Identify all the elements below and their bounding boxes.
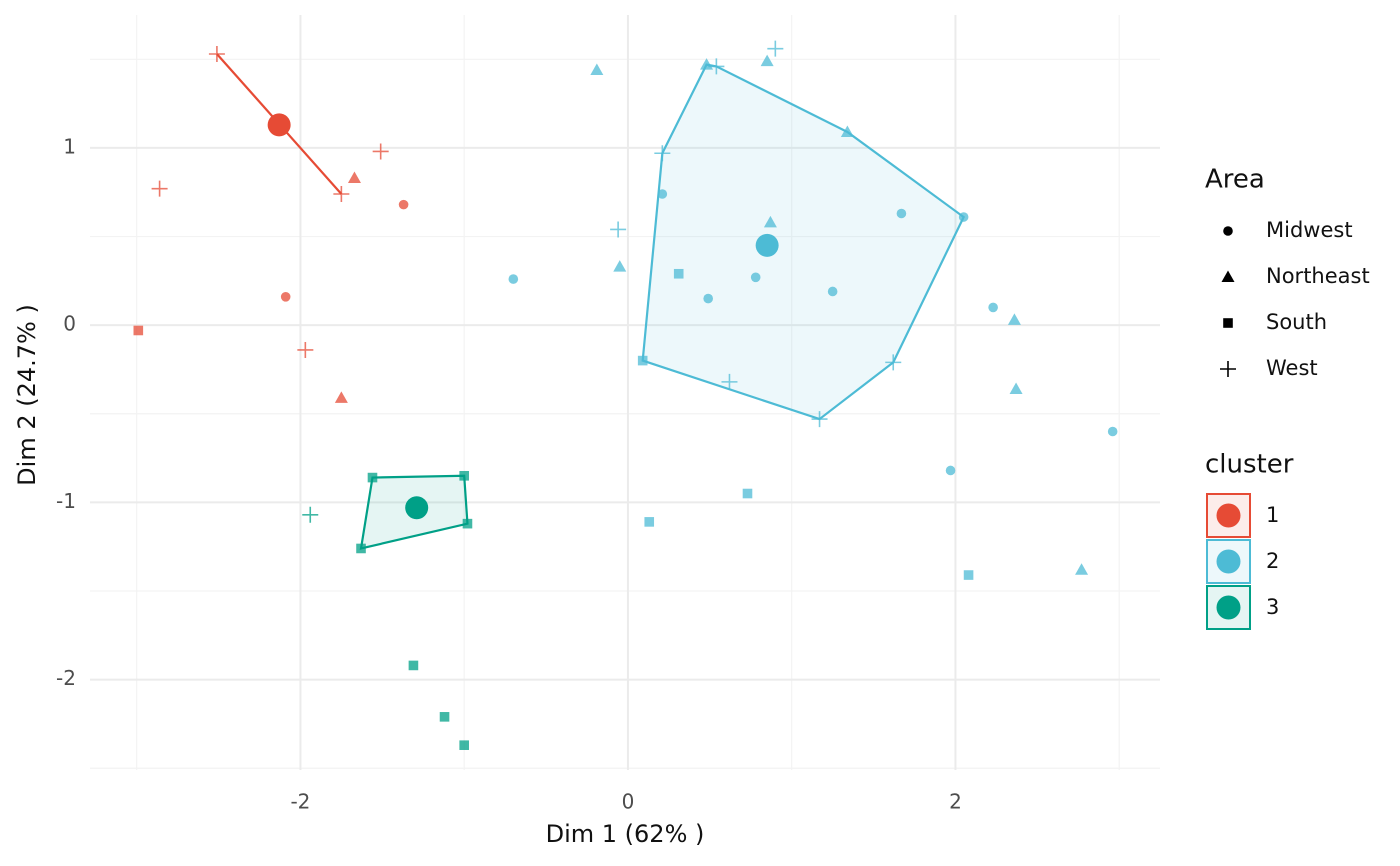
point xyxy=(760,54,774,67)
point xyxy=(742,488,753,499)
legend-label: South xyxy=(1266,310,1327,334)
legend-shape xyxy=(1221,270,1235,282)
point xyxy=(367,472,378,483)
point xyxy=(637,355,648,366)
point xyxy=(208,45,225,62)
legend-key xyxy=(1206,539,1251,584)
point xyxy=(297,341,314,358)
y-tick-label: 0 xyxy=(63,312,76,336)
point xyxy=(302,506,319,523)
point xyxy=(958,212,969,222)
point xyxy=(896,208,907,219)
legend-shape xyxy=(1220,361,1236,377)
point xyxy=(885,354,902,371)
cluster-centroid xyxy=(267,113,291,137)
point xyxy=(763,215,777,228)
point xyxy=(347,171,361,184)
point xyxy=(963,570,974,580)
point xyxy=(333,186,350,203)
point xyxy=(1075,563,1089,575)
x-axis-title: Dim 1 (62% ) xyxy=(546,820,705,848)
cluster-hull xyxy=(641,63,966,421)
point xyxy=(721,373,738,390)
point xyxy=(408,660,419,671)
legend-label: Midwest xyxy=(1266,218,1353,242)
legend-dot xyxy=(1216,503,1241,528)
point xyxy=(1007,313,1021,325)
legend-label: 2 xyxy=(1266,549,1279,573)
legend-label: Northeast xyxy=(1266,264,1370,288)
point xyxy=(657,189,668,199)
point xyxy=(1009,382,1023,394)
point xyxy=(398,199,409,210)
point xyxy=(811,411,828,428)
point xyxy=(356,543,366,554)
point xyxy=(827,286,838,297)
point xyxy=(459,470,469,481)
legend-label: 3 xyxy=(1266,595,1279,619)
point xyxy=(673,268,684,279)
point xyxy=(988,302,998,313)
point xyxy=(945,465,956,476)
legend-label: 1 xyxy=(1266,503,1279,527)
point xyxy=(151,180,168,197)
cluster-centroid xyxy=(405,496,429,520)
legend-dot xyxy=(1216,595,1241,620)
point xyxy=(708,58,725,75)
point xyxy=(703,293,713,304)
point xyxy=(840,125,854,137)
point xyxy=(654,145,671,162)
x-tick-label: -2 xyxy=(290,790,310,814)
point xyxy=(610,221,627,238)
y-axis-title: Dim 2 (24.7% ) xyxy=(13,304,41,486)
point xyxy=(372,143,389,160)
point xyxy=(439,712,450,722)
point xyxy=(644,517,655,527)
point xyxy=(133,325,144,336)
point xyxy=(508,274,519,284)
legend-dot xyxy=(1216,549,1241,574)
shape-legend-title: Area xyxy=(1205,165,1265,195)
y-tick-label: -2 xyxy=(56,666,76,690)
point xyxy=(767,40,784,57)
legend-shape xyxy=(1223,318,1233,328)
point xyxy=(280,291,291,302)
point xyxy=(334,391,348,403)
x-tick-label: 0 xyxy=(622,790,635,814)
legend-label: West xyxy=(1266,356,1318,380)
cluster-legend-title: cluster xyxy=(1205,450,1294,480)
point xyxy=(459,740,469,750)
cluster-centroid xyxy=(755,233,779,257)
point xyxy=(590,63,604,75)
legend-shape xyxy=(1223,226,1233,236)
point xyxy=(462,518,473,529)
y-tick-label: 1 xyxy=(63,134,76,158)
x-tick-label: 2 xyxy=(949,790,962,814)
point xyxy=(750,272,761,283)
y-tick-label: -1 xyxy=(56,489,76,513)
point xyxy=(613,260,627,272)
point xyxy=(1107,426,1118,437)
